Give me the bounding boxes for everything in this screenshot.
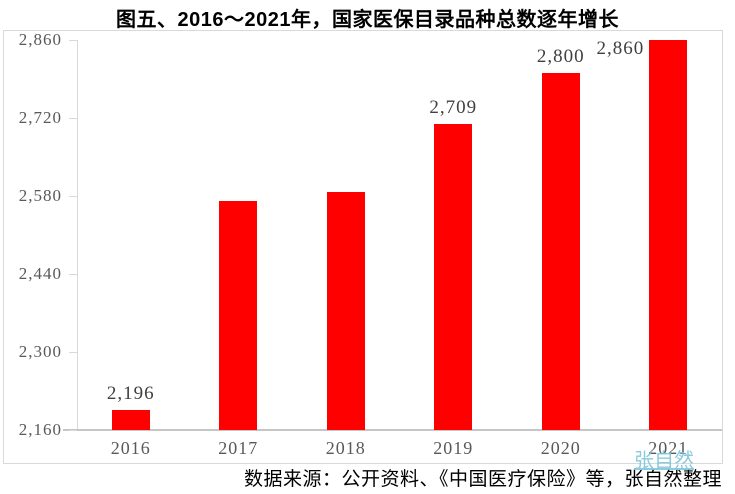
y-tick-label: 2,720 xyxy=(18,108,62,127)
y-axis-tick xyxy=(69,351,77,353)
data-source-note: 数据来源：公开资料、《中国医疗保险》等，张自然整理 xyxy=(243,469,722,490)
y-axis-tick xyxy=(69,195,77,197)
bar-2017 xyxy=(219,201,258,430)
y-tick-label: 2,160 xyxy=(18,420,62,439)
x-tick-label-2018: 2018 xyxy=(325,438,366,458)
y-axis-tick xyxy=(69,273,77,275)
bar-value-label-2021: 2,860 xyxy=(596,38,645,59)
bar-value-label-2016: 2,196 xyxy=(106,383,155,404)
x-tick-label-2020: 2020 xyxy=(540,438,581,458)
y-tick-label: 2,440 xyxy=(18,264,62,283)
y-tick-label: 2,300 xyxy=(18,342,62,361)
watermark: 张自然 xyxy=(634,450,694,472)
x-tick-label-2021: 2021 xyxy=(648,438,689,458)
x-tick-label-2016: 2016 xyxy=(110,438,151,458)
y-tick-label: 2,860 xyxy=(18,30,62,49)
bar-value-label-2020: 2,800 xyxy=(536,46,585,67)
y-axis-line xyxy=(77,40,78,430)
bar-2020 xyxy=(541,73,580,430)
chart-title: 图五、2016～2021年，国家医保目录品种总数逐年增长 xyxy=(116,9,619,31)
y-axis-tick xyxy=(69,39,77,41)
bar-2018 xyxy=(326,192,365,430)
x-tick-label-2017: 2017 xyxy=(218,438,259,458)
y-axis-tick xyxy=(69,117,77,119)
bar-2021 xyxy=(649,40,688,430)
y-tick-label: 2,580 xyxy=(18,186,62,205)
x-axis-line xyxy=(63,429,722,431)
bar-2016 xyxy=(111,410,150,430)
bar-2019 xyxy=(434,124,473,430)
bar-value-label-2019: 2,709 xyxy=(429,97,478,118)
x-tick-label-2019: 2019 xyxy=(433,438,474,458)
y-axis-tick xyxy=(69,429,77,431)
